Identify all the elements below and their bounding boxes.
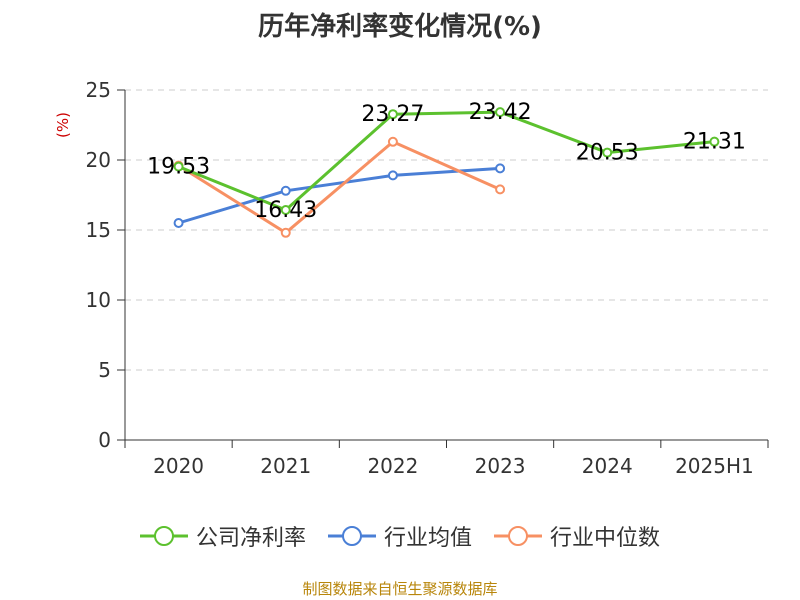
x-tick-label: 2025H1 xyxy=(675,454,754,478)
legend-symbol-icon xyxy=(494,526,542,546)
legend-item[interactable]: 行业中位数 xyxy=(494,520,660,552)
legend-label: 行业均值 xyxy=(383,526,472,551)
data-point xyxy=(280,185,291,196)
data-point xyxy=(602,147,613,158)
data-point xyxy=(495,107,506,118)
x-tick-label: 2022 xyxy=(367,454,418,478)
x-tick-label: 2020 xyxy=(153,454,204,478)
series-line xyxy=(177,140,501,235)
legend: 公司净利率 行业均值 行业中位数 xyxy=(0,520,800,552)
data-label: 23.27 xyxy=(361,102,424,127)
data-point xyxy=(280,227,291,238)
data-label: 20.53 xyxy=(576,141,639,166)
y-tick-label: 25 xyxy=(86,78,111,102)
data-point xyxy=(387,136,398,147)
x-tick-label: 2023 xyxy=(475,454,526,478)
data-label: 23.42 xyxy=(469,100,532,125)
legend-item[interactable]: 行业均值 xyxy=(327,520,472,552)
grid-layer xyxy=(125,89,768,371)
y-tick-label: 0 xyxy=(98,428,111,452)
data-label: 19.53 xyxy=(147,155,210,180)
axis-layer: 0 5 10 15 20 25 2020 2021 2022 2023 2024 2025H1 xyxy=(86,78,769,478)
x-tick-label: 2024 xyxy=(582,454,633,478)
data-point xyxy=(173,218,184,228)
y-tick-label: 20 xyxy=(86,148,111,172)
series-line xyxy=(178,166,501,225)
y-tick-label: 10 xyxy=(86,288,111,312)
data-point xyxy=(387,170,398,181)
series-layer xyxy=(173,107,720,238)
chart-title: 历年净利率变化情况(%) xyxy=(258,12,542,42)
data-point xyxy=(387,109,398,120)
y-tick-label: 5 xyxy=(98,358,111,382)
data-label: 21.31 xyxy=(683,130,746,155)
legend-symbol-icon xyxy=(139,526,188,546)
legend-symbol-icon xyxy=(327,526,376,546)
y-tick-label: 15 xyxy=(86,218,111,242)
series-line xyxy=(178,110,715,212)
legend-label: 公司净利率 xyxy=(195,526,306,551)
data-point xyxy=(495,163,506,174)
data-point xyxy=(709,136,720,147)
legend-item[interactable]: 公司净利率 xyxy=(139,520,306,552)
x-tick-label: 2021 xyxy=(260,454,311,478)
legend-label: 行业中位数 xyxy=(550,526,661,551)
data-label: 16.43 xyxy=(254,198,317,223)
source-note: 制图数据来自恒生聚源数据库 xyxy=(302,580,498,598)
data-point xyxy=(280,204,291,215)
data-label-layer: 19.53 16.43 23.27 23.42 20.53 21.31 xyxy=(147,100,746,223)
data-point xyxy=(173,161,184,172)
data-point xyxy=(495,184,506,195)
y-axis-label: (%) xyxy=(54,112,72,138)
